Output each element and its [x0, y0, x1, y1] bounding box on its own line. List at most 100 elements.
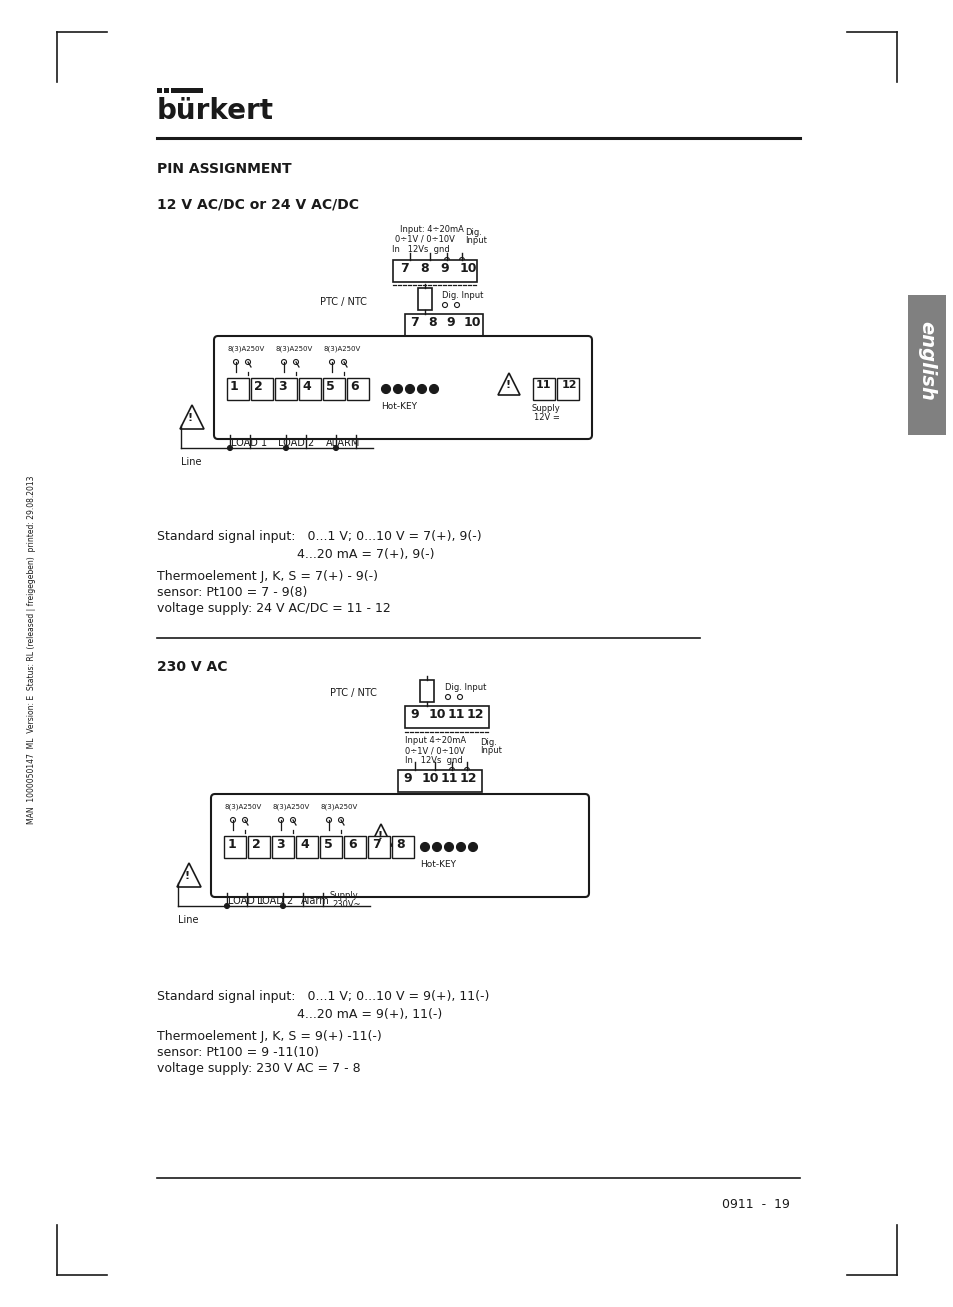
- Text: 8(3)A250V: 8(3)A250V: [273, 802, 310, 809]
- Text: 8: 8: [419, 261, 428, 274]
- Circle shape: [280, 903, 285, 908]
- Text: 1: 1: [230, 380, 238, 393]
- Text: 12: 12: [459, 772, 477, 786]
- Bar: [368, 836, 390, 857]
- Text: 1: 1: [228, 838, 236, 851]
- Text: 11: 11: [448, 708, 465, 721]
- Text: Thermoelement J, K, S = 9(+) -11(-): Thermoelement J, K, S = 9(+) -11(-): [157, 1030, 381, 1043]
- Text: In   12Vs  gnd: In 12Vs gnd: [405, 755, 462, 765]
- Text: !: !: [377, 831, 383, 840]
- Text: 10: 10: [463, 316, 481, 329]
- Text: Standard signal input:   0...1 V; 0...10 V = 7(+), 9(-): Standard signal input: 0...1 V; 0...10 V…: [157, 531, 481, 542]
- Bar: [533, 378, 555, 400]
- Text: 3: 3: [275, 838, 284, 851]
- Text: Dig. Input: Dig. Input: [441, 291, 483, 301]
- Text: !: !: [505, 380, 511, 389]
- Text: 0911  -  19: 0911 - 19: [721, 1199, 789, 1212]
- Text: PIN ASSIGNMENT: PIN ASSIGNMENT: [157, 162, 292, 176]
- Polygon shape: [497, 372, 519, 395]
- Text: Hot-KEY: Hot-KEY: [380, 403, 416, 410]
- Text: bürkert: bürkert: [157, 97, 274, 125]
- FancyBboxPatch shape: [213, 336, 592, 439]
- Bar: [164, 88, 169, 93]
- Text: 8(3)A250V: 8(3)A250V: [320, 802, 358, 809]
- Text: 3: 3: [277, 380, 286, 393]
- Text: LOAD 2: LOAD 2: [256, 897, 293, 906]
- Circle shape: [429, 384, 438, 393]
- Bar: [251, 378, 273, 400]
- Bar: [344, 836, 366, 857]
- Polygon shape: [177, 863, 201, 887]
- Text: 8(3)A250V: 8(3)A250V: [324, 345, 361, 352]
- Text: 12 V AC/DC or 24 V AC/DC: 12 V AC/DC or 24 V AC/DC: [157, 197, 358, 210]
- Text: 6: 6: [348, 838, 356, 851]
- Text: LOAD 1: LOAD 1: [228, 897, 264, 906]
- Text: 8(3)A250V: 8(3)A250V: [228, 345, 265, 352]
- Text: Line: Line: [181, 457, 201, 467]
- Text: sensor: Pt100 = 9 -11(10): sensor: Pt100 = 9 -11(10): [157, 1046, 318, 1059]
- Text: Input: 4÷20mA: Input: 4÷20mA: [399, 225, 463, 234]
- Bar: [298, 378, 320, 400]
- Text: 7: 7: [410, 316, 418, 329]
- Circle shape: [405, 384, 414, 393]
- Text: 10: 10: [421, 772, 439, 786]
- Text: LOAD 1: LOAD 1: [231, 438, 267, 448]
- Text: Alarm: Alarm: [301, 897, 330, 906]
- Text: 10: 10: [429, 708, 446, 721]
- Polygon shape: [370, 823, 392, 846]
- Text: 9: 9: [446, 316, 455, 329]
- Bar: [393, 260, 476, 282]
- Text: 9: 9: [439, 261, 448, 274]
- Bar: [347, 378, 369, 400]
- Text: In   12Vs  gnd: In 12Vs gnd: [392, 244, 449, 254]
- Text: !: !: [188, 413, 193, 423]
- Circle shape: [393, 384, 402, 393]
- Text: Line: Line: [178, 915, 198, 925]
- Bar: [557, 378, 578, 400]
- Text: sensor: Pt100 = 7 - 9(8): sensor: Pt100 = 7 - 9(8): [157, 586, 307, 599]
- Bar: [248, 836, 270, 857]
- Circle shape: [381, 384, 390, 393]
- Text: 4...20 mA = 7(+), 9(-): 4...20 mA = 7(+), 9(-): [157, 548, 434, 561]
- Text: Input 4÷20mA: Input 4÷20mA: [405, 736, 466, 745]
- Text: 230 V AC: 230 V AC: [157, 660, 227, 674]
- Circle shape: [444, 843, 453, 851]
- Bar: [419, 680, 434, 702]
- Text: 4: 4: [299, 838, 309, 851]
- Text: english: english: [917, 322, 936, 401]
- Text: Thermoelement J, K, S = 7(+) - 9(-): Thermoelement J, K, S = 7(+) - 9(-): [157, 570, 377, 583]
- Bar: [907, 295, 945, 435]
- Polygon shape: [180, 405, 204, 429]
- Bar: [405, 314, 482, 336]
- Bar: [157, 88, 162, 93]
- Bar: [319, 836, 341, 857]
- Circle shape: [468, 843, 477, 851]
- Text: Standard signal input:   0...1 V; 0...10 V = 9(+), 11(-): Standard signal input: 0...1 V; 0...10 V…: [157, 989, 489, 1002]
- Circle shape: [227, 446, 233, 451]
- Text: 4...20 mA = 9(+), 11(-): 4...20 mA = 9(+), 11(-): [157, 1008, 442, 1021]
- Text: 7: 7: [372, 838, 380, 851]
- Text: 12: 12: [561, 380, 577, 389]
- Text: 11: 11: [536, 380, 551, 389]
- Circle shape: [334, 446, 338, 451]
- Bar: [227, 378, 249, 400]
- Circle shape: [283, 446, 288, 451]
- Bar: [224, 836, 246, 857]
- Text: 8: 8: [428, 316, 436, 329]
- Bar: [405, 706, 489, 728]
- Text: Hot-KEY: Hot-KEY: [419, 860, 456, 869]
- Text: Supply: Supply: [532, 404, 560, 413]
- Text: 7: 7: [399, 261, 408, 274]
- Text: 8(3)A250V: 8(3)A250V: [275, 345, 313, 352]
- Text: 4: 4: [302, 380, 311, 393]
- Text: voltage supply: 230 V AC = 7 - 8: voltage supply: 230 V AC = 7 - 8: [157, 1063, 360, 1074]
- Text: 6: 6: [350, 380, 358, 393]
- Text: voltage supply: 24 V AC/DC = 11 - 12: voltage supply: 24 V AC/DC = 11 - 12: [157, 603, 391, 616]
- Text: 8(3)A250V: 8(3)A250V: [225, 802, 262, 809]
- Text: Supply: Supply: [330, 891, 358, 901]
- Circle shape: [456, 843, 465, 851]
- Circle shape: [417, 384, 426, 393]
- Text: Input: Input: [464, 237, 486, 244]
- Text: 10: 10: [459, 261, 477, 274]
- Text: 5: 5: [326, 380, 335, 393]
